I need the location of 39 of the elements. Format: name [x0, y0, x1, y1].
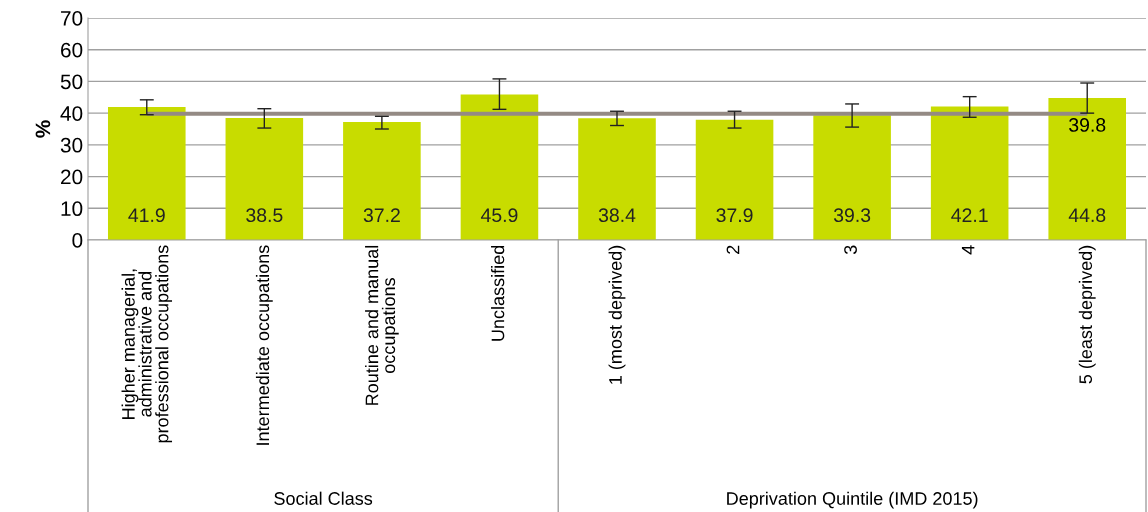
- x-tick-label: Routine and manual occupations: [365, 245, 399, 405]
- x-tick-label: 4: [961, 245, 975, 255]
- x-tick-label: Intermediate occupations: [255, 245, 273, 445]
- data-label: 42.1: [951, 208, 988, 222]
- data-label: 41.9: [128, 208, 165, 223]
- ref-line-label: 39.8: [1069, 118, 1106, 132]
- y-axis-title: %: [35, 120, 51, 138]
- bar: [460, 94, 539, 240]
- x-tick-label: Higher managerial, administrative and professional occupations: [121, 245, 173, 443]
- data-label: 37.2: [363, 208, 400, 223]
- x-tick-label: 1 (most deprived): [608, 245, 626, 384]
- data-label: 44.8: [1068, 208, 1106, 223]
- x-tick-label: 5 (least deprived): [1078, 245, 1096, 384]
- y-tick-label: 20: [61, 169, 83, 185]
- text: Social Class: [274, 491, 373, 505]
- x-tick-label: Unclassified: [491, 245, 505, 341]
- x-tick-label: 2: [726, 245, 740, 254]
- y-tick-label: 10: [61, 201, 83, 217]
- y-tick-label: 40: [60, 106, 83, 121]
- bar: [225, 117, 304, 240]
- y-tick-label: 0: [72, 233, 83, 248]
- data-label: 38.4: [598, 208, 636, 223]
- text: Deprivation Quintile (IMD 2015): [727, 491, 978, 509]
- y-tick-label: 70: [61, 11, 83, 26]
- bar: [930, 106, 1009, 240]
- data-label: 38.5: [246, 208, 283, 223]
- bar: [107, 107, 186, 240]
- data-label: 45.9: [480, 208, 518, 223]
- y-tick-label: 30: [60, 137, 83, 153]
- x-tick-label: 3: [844, 245, 857, 255]
- bar: [813, 115, 891, 240]
- bar: [343, 122, 421, 240]
- bar: [578, 118, 656, 240]
- bar: [1048, 97, 1127, 240]
- y-tick-label: 60: [61, 42, 83, 58]
- y-tick-label: 50: [60, 74, 83, 90]
- bar: [695, 119, 774, 240]
- data-label: 39.3: [833, 208, 871, 223]
- data-label: 37.9: [716, 208, 753, 223]
